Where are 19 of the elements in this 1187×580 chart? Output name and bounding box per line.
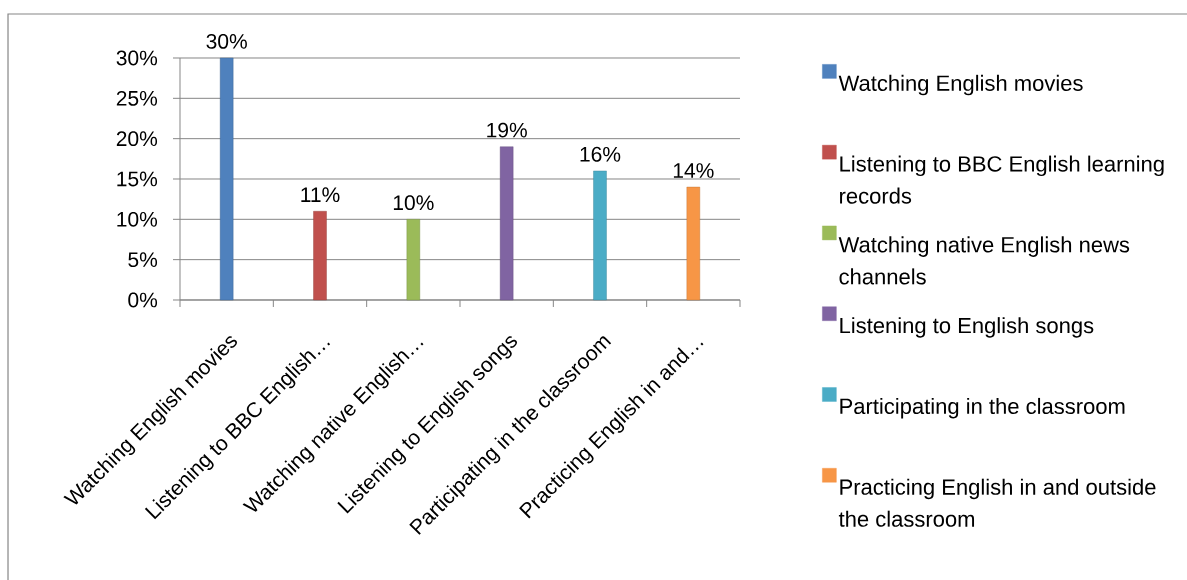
legend-label: Practicing English in and outside the classroom	[838, 478, 1156, 527]
data-label: 19%	[487, 122, 527, 138]
y-tick-label: 25%	[116, 90, 158, 106]
y-tick-label: 30%	[116, 50, 158, 66]
data-label: 30%	[206, 33, 247, 49]
legend-label: Listening to English songs	[840, 317, 1094, 338]
legend-label: Watching native English news channels	[838, 236, 1130, 285]
legend-label: Listening to BBC English learning records	[840, 155, 1164, 204]
data-label: 10%	[393, 195, 434, 211]
data-label: 11%	[301, 187, 340, 203]
data-label: 14%	[673, 163, 714, 178]
y-tick-label: 10%	[117, 211, 158, 227]
data-label: 16%	[580, 146, 621, 162]
y-tick-label: 15%	[117, 171, 158, 187]
legend-label: Watching English movies	[838, 74, 1083, 96]
y-tick-label: 5%	[128, 252, 158, 268]
y-tick-label: 0%	[128, 292, 158, 308]
legend-label: Participating in the classroom	[840, 397, 1125, 419]
y-tick-label: 20%	[116, 131, 158, 147]
